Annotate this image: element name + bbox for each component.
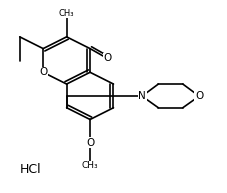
Text: HCl: HCl [20, 163, 41, 176]
Text: CH₃: CH₃ [59, 9, 74, 18]
Text: O: O [103, 53, 111, 63]
Text: O: O [86, 138, 94, 148]
Text: CH₃: CH₃ [82, 161, 98, 170]
Text: O: O [39, 67, 47, 77]
Text: N: N [138, 91, 146, 101]
Text: O: O [195, 91, 203, 101]
